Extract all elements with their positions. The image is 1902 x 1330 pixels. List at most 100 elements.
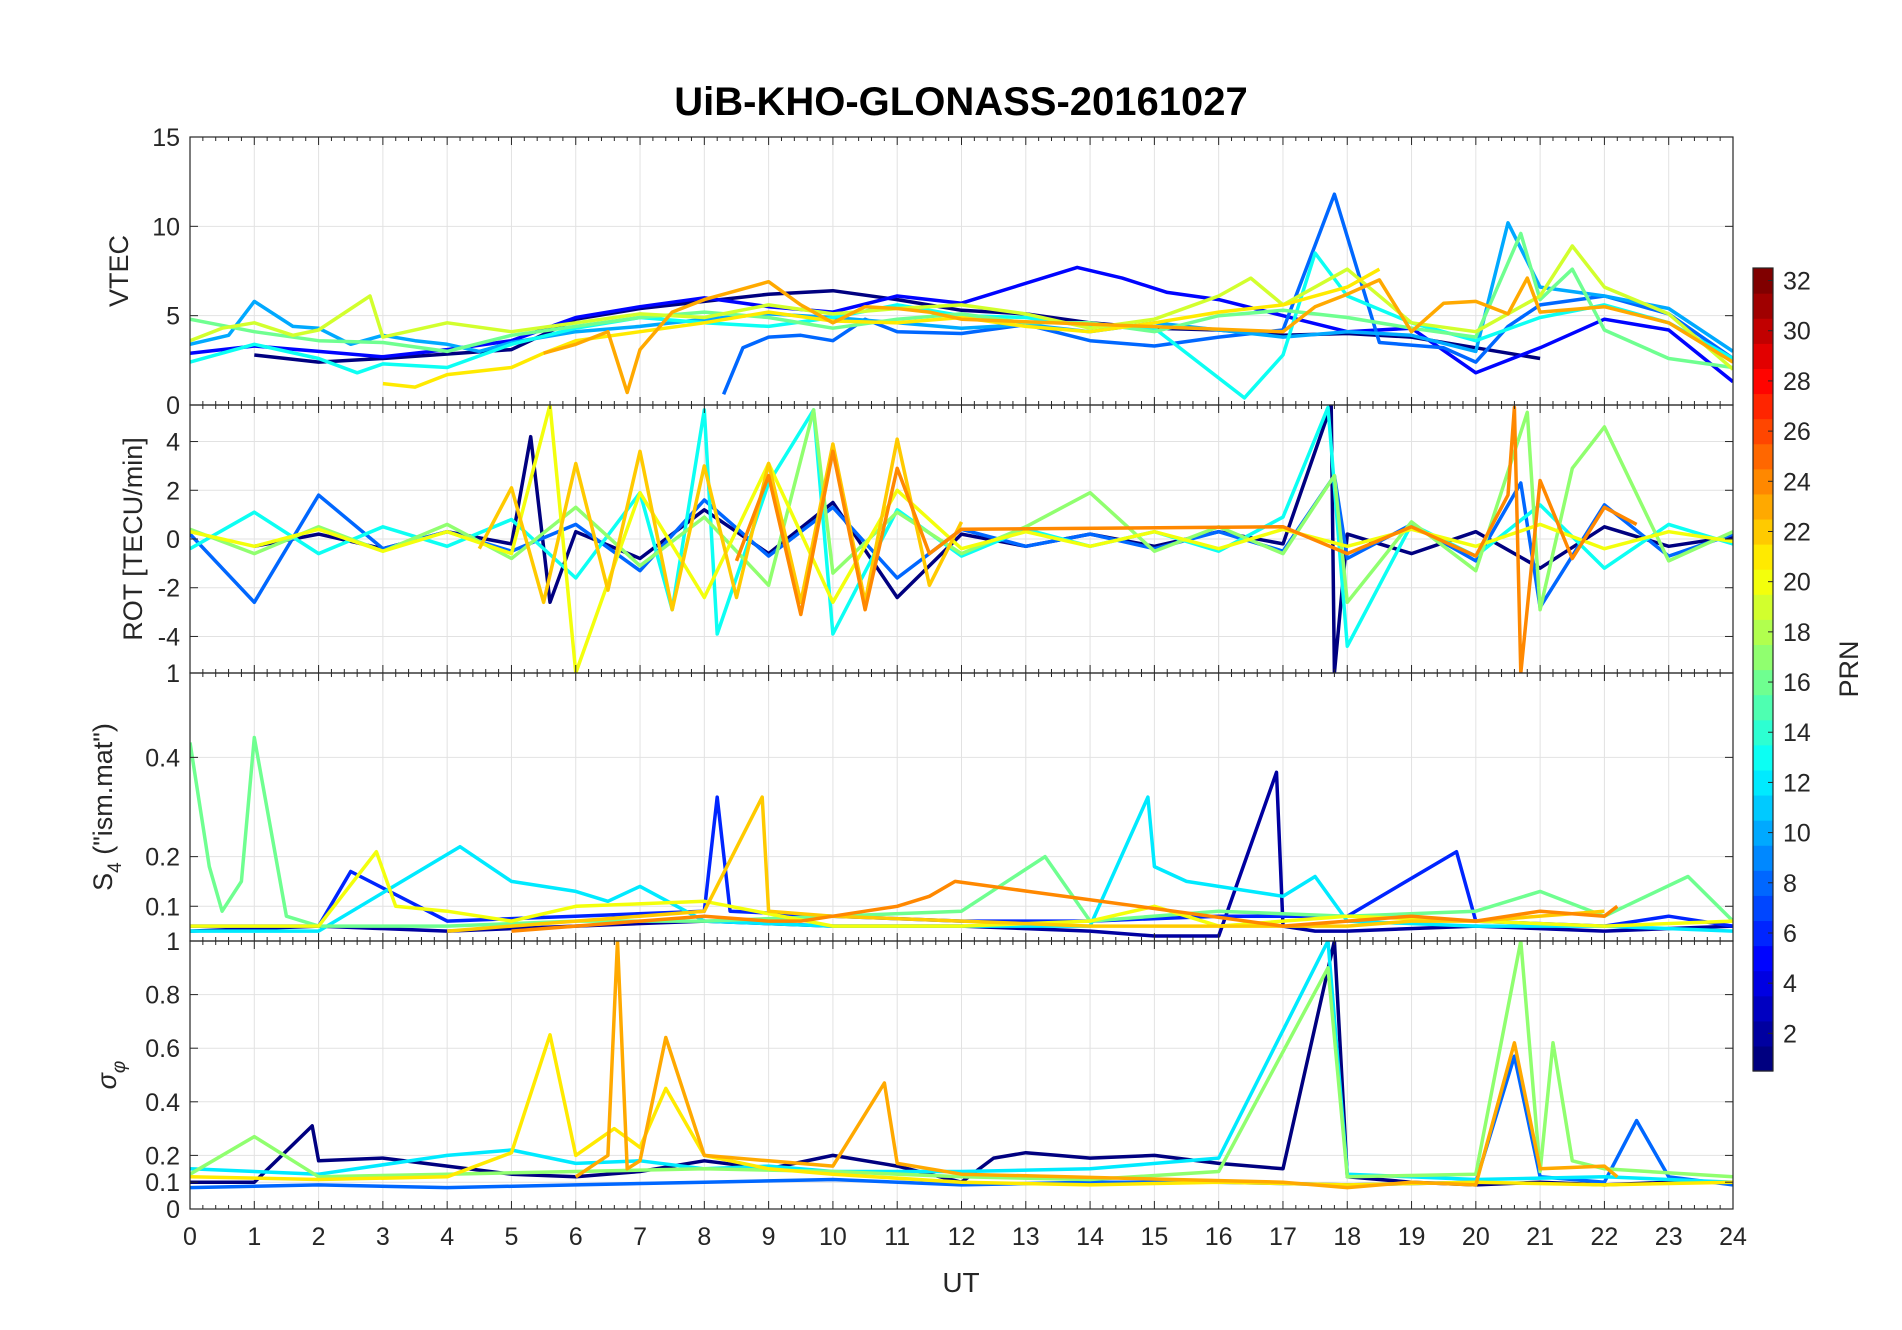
colorbar-tick-label: 28	[1783, 368, 1811, 396]
colorbar-swatch	[1753, 744, 1773, 771]
colorbar-swatch	[1753, 518, 1773, 545]
rot-series-prn-20	[190, 405, 1733, 673]
sigma-series	[190, 941, 1733, 1190]
chart-title: UiB-KHO-GLONASS-20161027	[674, 80, 1248, 124]
s4-ylabel-sub: 4	[105, 862, 126, 873]
rot-ytick-label: 2	[166, 477, 180, 505]
colorbar-swatch	[1753, 293, 1773, 319]
colorbar-swatch	[1753, 1045, 1773, 1072]
vtec-series	[190, 192, 1733, 400]
sigma-ytick-label: 0.6	[145, 1035, 180, 1063]
vtec-ylabel: VTEC	[104, 235, 134, 307]
colorbar-tick-label: 24	[1783, 468, 1811, 496]
x-tick-label: 12	[948, 1223, 976, 1251]
rot-ticks: -4 -2 0 2 4	[158, 405, 1734, 673]
s4-ylabel-main: S	[88, 873, 118, 891]
colorbar-swatch	[1753, 794, 1773, 821]
vtec-ytick-label: 0	[166, 392, 180, 420]
sigma-series-prn-23	[574, 941, 1619, 1190]
x-tick-label: 10	[819, 1223, 847, 1251]
colorbar-swatch	[1753, 443, 1773, 470]
vtec-ytick-label: 15	[152, 124, 180, 152]
panel-sigma-phi: 00.10.2 0.4 0.6 0.8 1 σφ	[92, 928, 1734, 1224]
x-tick-label: 6	[569, 1223, 583, 1251]
s4-ytick-label: 0.1	[145, 893, 180, 921]
colorbar-swatch	[1753, 468, 1773, 495]
panel-rot: -4 -2 0 2 4 ROT [TECU/min]	[118, 404, 1734, 674]
colorbar-tick-label: 18	[1783, 619, 1811, 647]
colorbar-tick-label: 20	[1783, 569, 1811, 597]
colorbar-swatch	[1753, 845, 1773, 871]
colorbar-swatch	[1753, 544, 1773, 570]
sigma-ytick-label: 0.2	[145, 1142, 180, 1170]
colorbar-frame	[1752, 267, 1774, 1072]
x-tick-label: 4	[440, 1223, 454, 1251]
colorbar-swatch	[1753, 569, 1773, 595]
colorbar-tick-label: 14	[1783, 719, 1811, 747]
x-tick-label: 24	[1719, 1223, 1747, 1251]
colorbar-tick-label: 12	[1783, 769, 1811, 797]
x-tick-label: 1	[247, 1223, 261, 1251]
rot-ytick-label: 4	[166, 429, 180, 457]
sigma-ylabel-sub: φ	[109, 1061, 130, 1073]
x-tick-label: 15	[1140, 1223, 1168, 1251]
colorbar-swatch	[1753, 870, 1773, 896]
colorbar-swatch	[1753, 393, 1773, 420]
colorbar-swatch	[1753, 418, 1773, 445]
x-tick-label: 21	[1526, 1223, 1554, 1251]
s4-series-prn-24	[511, 879, 1619, 933]
colorbar-swatch	[1753, 995, 1773, 1022]
colorbar-swatch	[1753, 694, 1773, 721]
vtec-ytick-label: 10	[152, 213, 180, 241]
vtec-series-prn-23	[543, 276, 1733, 395]
s4-grid	[189, 673, 1734, 941]
x-tick-label: 8	[697, 1223, 711, 1251]
x-tick-label: 18	[1333, 1223, 1361, 1251]
s4-ylabel: S4 ("ism.mat")	[88, 723, 126, 891]
sigma-ytick-label: 0.8	[145, 982, 180, 1010]
x-tick-label: 0	[183, 1223, 197, 1251]
s4-ytick-label-top: 1	[166, 660, 180, 688]
x-tick-label: 22	[1591, 1223, 1619, 1251]
x-tick-label: 3	[376, 1223, 390, 1251]
sigma-series-prn-17	[190, 941, 1733, 1182]
rot-ytick-label: 0	[166, 526, 180, 554]
colorbar-tick-label: 32	[1783, 268, 1811, 296]
sigma-grid	[189, 940, 1734, 1210]
colorbar-swatch	[1753, 644, 1773, 671]
colorbar-swatch	[1753, 1020, 1773, 1047]
sigma-ytick-label: 0	[166, 1196, 180, 1224]
colorbar-swatch	[1753, 920, 1773, 947]
colorbar-swatch	[1753, 594, 1773, 620]
colorbar-tick-label: 6	[1783, 920, 1797, 948]
panel-vtec: 0 5 10 15 VTEC	[104, 124, 1734, 420]
sigma-ytick-label: 0.1	[145, 1169, 180, 1197]
colorbar-swatch	[1753, 769, 1773, 796]
sigma-ytick-label: 0.4	[145, 1089, 180, 1117]
rot-ytick-label: -4	[158, 623, 180, 651]
colorbar-swatch	[1753, 343, 1773, 369]
x-axis-label: UT	[942, 1267, 979, 1298]
colorbar-swatch	[1753, 619, 1773, 646]
panel-s4: 0.1 0.2 0.4 1 S4 ("ism.mat")	[88, 660, 1734, 942]
s4-ytick-label: 0.4	[145, 744, 180, 772]
sigma-ytick-label: 1	[166, 928, 180, 956]
x-tick-label: 20	[1462, 1223, 1490, 1251]
rot-grid	[189, 405, 1734, 673]
x-tick-label: 17	[1269, 1223, 1297, 1251]
colorbar-swatch	[1753, 669, 1773, 696]
x-tick-label: 9	[762, 1223, 776, 1251]
s4-ticks: 0.1 0.2 0.4 1	[145, 660, 1734, 941]
colorbar-swatch	[1753, 945, 1773, 972]
colorbar-swatch	[1753, 368, 1773, 395]
vtec-series-prn-19	[190, 244, 1733, 371]
colorbar-swatch	[1753, 820, 1773, 846]
colorbar-tick-label: 26	[1783, 418, 1811, 446]
rot-ylabel: ROT [TECU/min]	[118, 437, 148, 641]
x-tick-label: 14	[1076, 1223, 1104, 1251]
s4-ylabel-rest: ("ism.mat")	[88, 723, 118, 862]
colorbar-swatch	[1753, 318, 1773, 344]
s4-ytick-label: 0.2	[145, 844, 180, 872]
